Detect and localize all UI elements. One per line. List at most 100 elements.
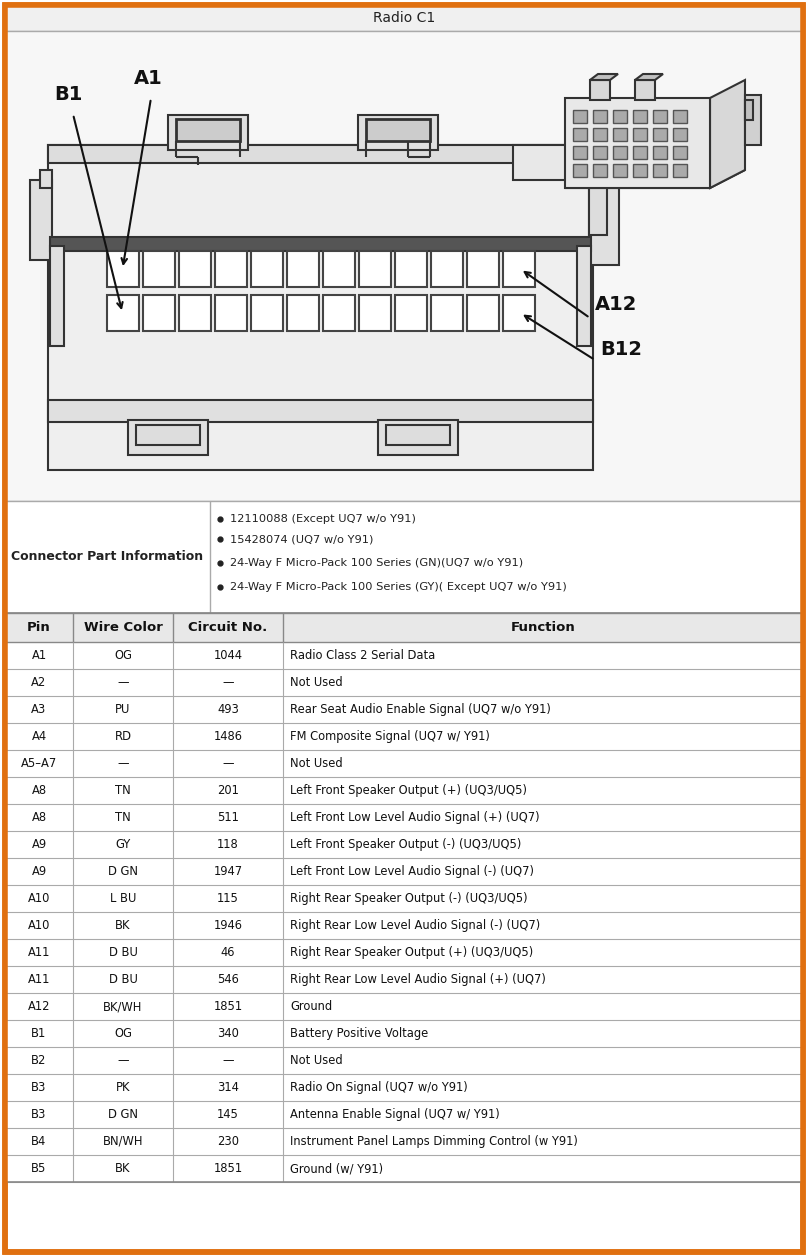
Bar: [633, 128, 647, 141]
Bar: [5, 1155, 803, 1182]
Text: D GN: D GN: [108, 865, 138, 877]
Bar: [5, 642, 803, 669]
Text: Ground (w/ Y91): Ground (w/ Y91): [290, 1161, 383, 1175]
Polygon shape: [635, 74, 663, 80]
Bar: [431, 251, 462, 287]
Bar: [128, 420, 208, 455]
Bar: [613, 163, 627, 177]
Bar: [366, 119, 430, 141]
Bar: [613, 128, 627, 141]
Bar: [5, 859, 803, 885]
Bar: [5, 1101, 803, 1128]
Text: 546: 546: [217, 973, 239, 985]
Bar: [589, 180, 607, 235]
Text: 12110088 (Except UQ7 w/o Y91): 12110088 (Except UQ7 w/o Y91): [230, 514, 416, 524]
Text: Battery Positive Voltage: Battery Positive Voltage: [290, 1027, 428, 1040]
Bar: [394, 295, 427, 331]
Bar: [5, 613, 803, 1182]
Bar: [48, 145, 593, 163]
Text: A11: A11: [27, 973, 50, 985]
Text: A10: A10: [27, 892, 50, 905]
Text: 314: 314: [217, 1081, 239, 1094]
Text: PU: PU: [116, 703, 131, 716]
Text: A2: A2: [32, 676, 47, 689]
Bar: [214, 295, 246, 331]
Bar: [653, 111, 667, 123]
Bar: [5, 993, 803, 1019]
Bar: [142, 251, 175, 287]
Bar: [176, 119, 240, 141]
Polygon shape: [710, 80, 745, 189]
Bar: [322, 251, 355, 287]
Bar: [613, 111, 627, 123]
Text: 115: 115: [217, 892, 239, 905]
Text: TN: TN: [115, 811, 131, 825]
Text: OG: OG: [114, 649, 132, 662]
Bar: [5, 831, 803, 859]
Text: —: —: [222, 757, 234, 771]
Bar: [5, 939, 803, 965]
Bar: [5, 1019, 803, 1047]
Bar: [5, 696, 803, 723]
Text: BK/WH: BK/WH: [103, 1001, 143, 1013]
Bar: [593, 146, 607, 158]
Bar: [613, 146, 627, 158]
Text: A11: A11: [27, 947, 50, 959]
Bar: [5, 913, 803, 939]
Text: Right Rear Low Level Audio Signal (+) (UQ7): Right Rear Low Level Audio Signal (+) (U…: [290, 973, 546, 985]
Bar: [50, 238, 591, 251]
Text: A5–A7: A5–A7: [21, 757, 57, 771]
Text: Wire Color: Wire Color: [83, 621, 162, 634]
Text: Right Rear Speaker Output (-) (UQ3/UQ5): Right Rear Speaker Output (-) (UQ3/UQ5): [290, 892, 528, 905]
Text: BK: BK: [116, 1161, 131, 1175]
Bar: [322, 295, 355, 331]
Bar: [168, 114, 248, 150]
Bar: [5, 1047, 803, 1073]
Text: Instrument Panel Lamps Dimming Control (w Y91): Instrument Panel Lamps Dimming Control (…: [290, 1135, 578, 1148]
Bar: [745, 96, 761, 145]
Text: 46: 46: [221, 947, 235, 959]
Bar: [593, 163, 607, 177]
Bar: [107, 295, 138, 331]
Bar: [359, 251, 390, 287]
Bar: [5, 750, 803, 777]
Bar: [5, 502, 803, 613]
Bar: [466, 251, 499, 287]
Bar: [179, 295, 211, 331]
Text: B2: B2: [32, 1055, 47, 1067]
Text: Function: Function: [511, 621, 575, 634]
Bar: [513, 145, 589, 180]
Bar: [250, 295, 283, 331]
Text: D BU: D BU: [108, 947, 137, 959]
Text: Not Used: Not Used: [290, 1055, 343, 1067]
Bar: [214, 251, 246, 287]
Bar: [431, 295, 462, 331]
Bar: [358, 114, 438, 150]
Text: BK: BK: [116, 919, 131, 931]
Text: Left Front Speaker Output (-) (UQ3/UQ5): Left Front Speaker Output (-) (UQ3/UQ5): [290, 838, 521, 851]
Bar: [30, 180, 52, 260]
Bar: [573, 128, 587, 141]
Text: 145: 145: [217, 1107, 239, 1121]
Text: PK: PK: [116, 1081, 130, 1094]
Bar: [287, 295, 318, 331]
Text: A1: A1: [133, 69, 162, 88]
Text: —: —: [222, 676, 234, 689]
Bar: [142, 295, 175, 331]
Bar: [653, 163, 667, 177]
Bar: [593, 111, 607, 123]
Bar: [40, 170, 52, 189]
Text: —: —: [117, 1055, 128, 1067]
Bar: [673, 111, 687, 123]
Text: 24-Way F Micro-Pack 100 Series (GN)(UQ7 w/o Y91): 24-Way F Micro-Pack 100 Series (GN)(UQ7 …: [230, 558, 523, 568]
Text: A12: A12: [27, 1001, 50, 1013]
Bar: [394, 251, 427, 287]
Text: Circuit No.: Circuit No.: [188, 621, 267, 634]
Text: 24-Way F Micro-Pack 100 Series (GY)( Except UQ7 w/o Y91): 24-Way F Micro-Pack 100 Series (GY)( Exc…: [230, 582, 566, 592]
Text: Connector Part Information: Connector Part Information: [11, 551, 204, 563]
Text: 511: 511: [217, 811, 239, 825]
Text: RD: RD: [115, 730, 132, 743]
Text: —: —: [117, 676, 128, 689]
Bar: [5, 885, 803, 913]
Text: 201: 201: [217, 784, 239, 797]
